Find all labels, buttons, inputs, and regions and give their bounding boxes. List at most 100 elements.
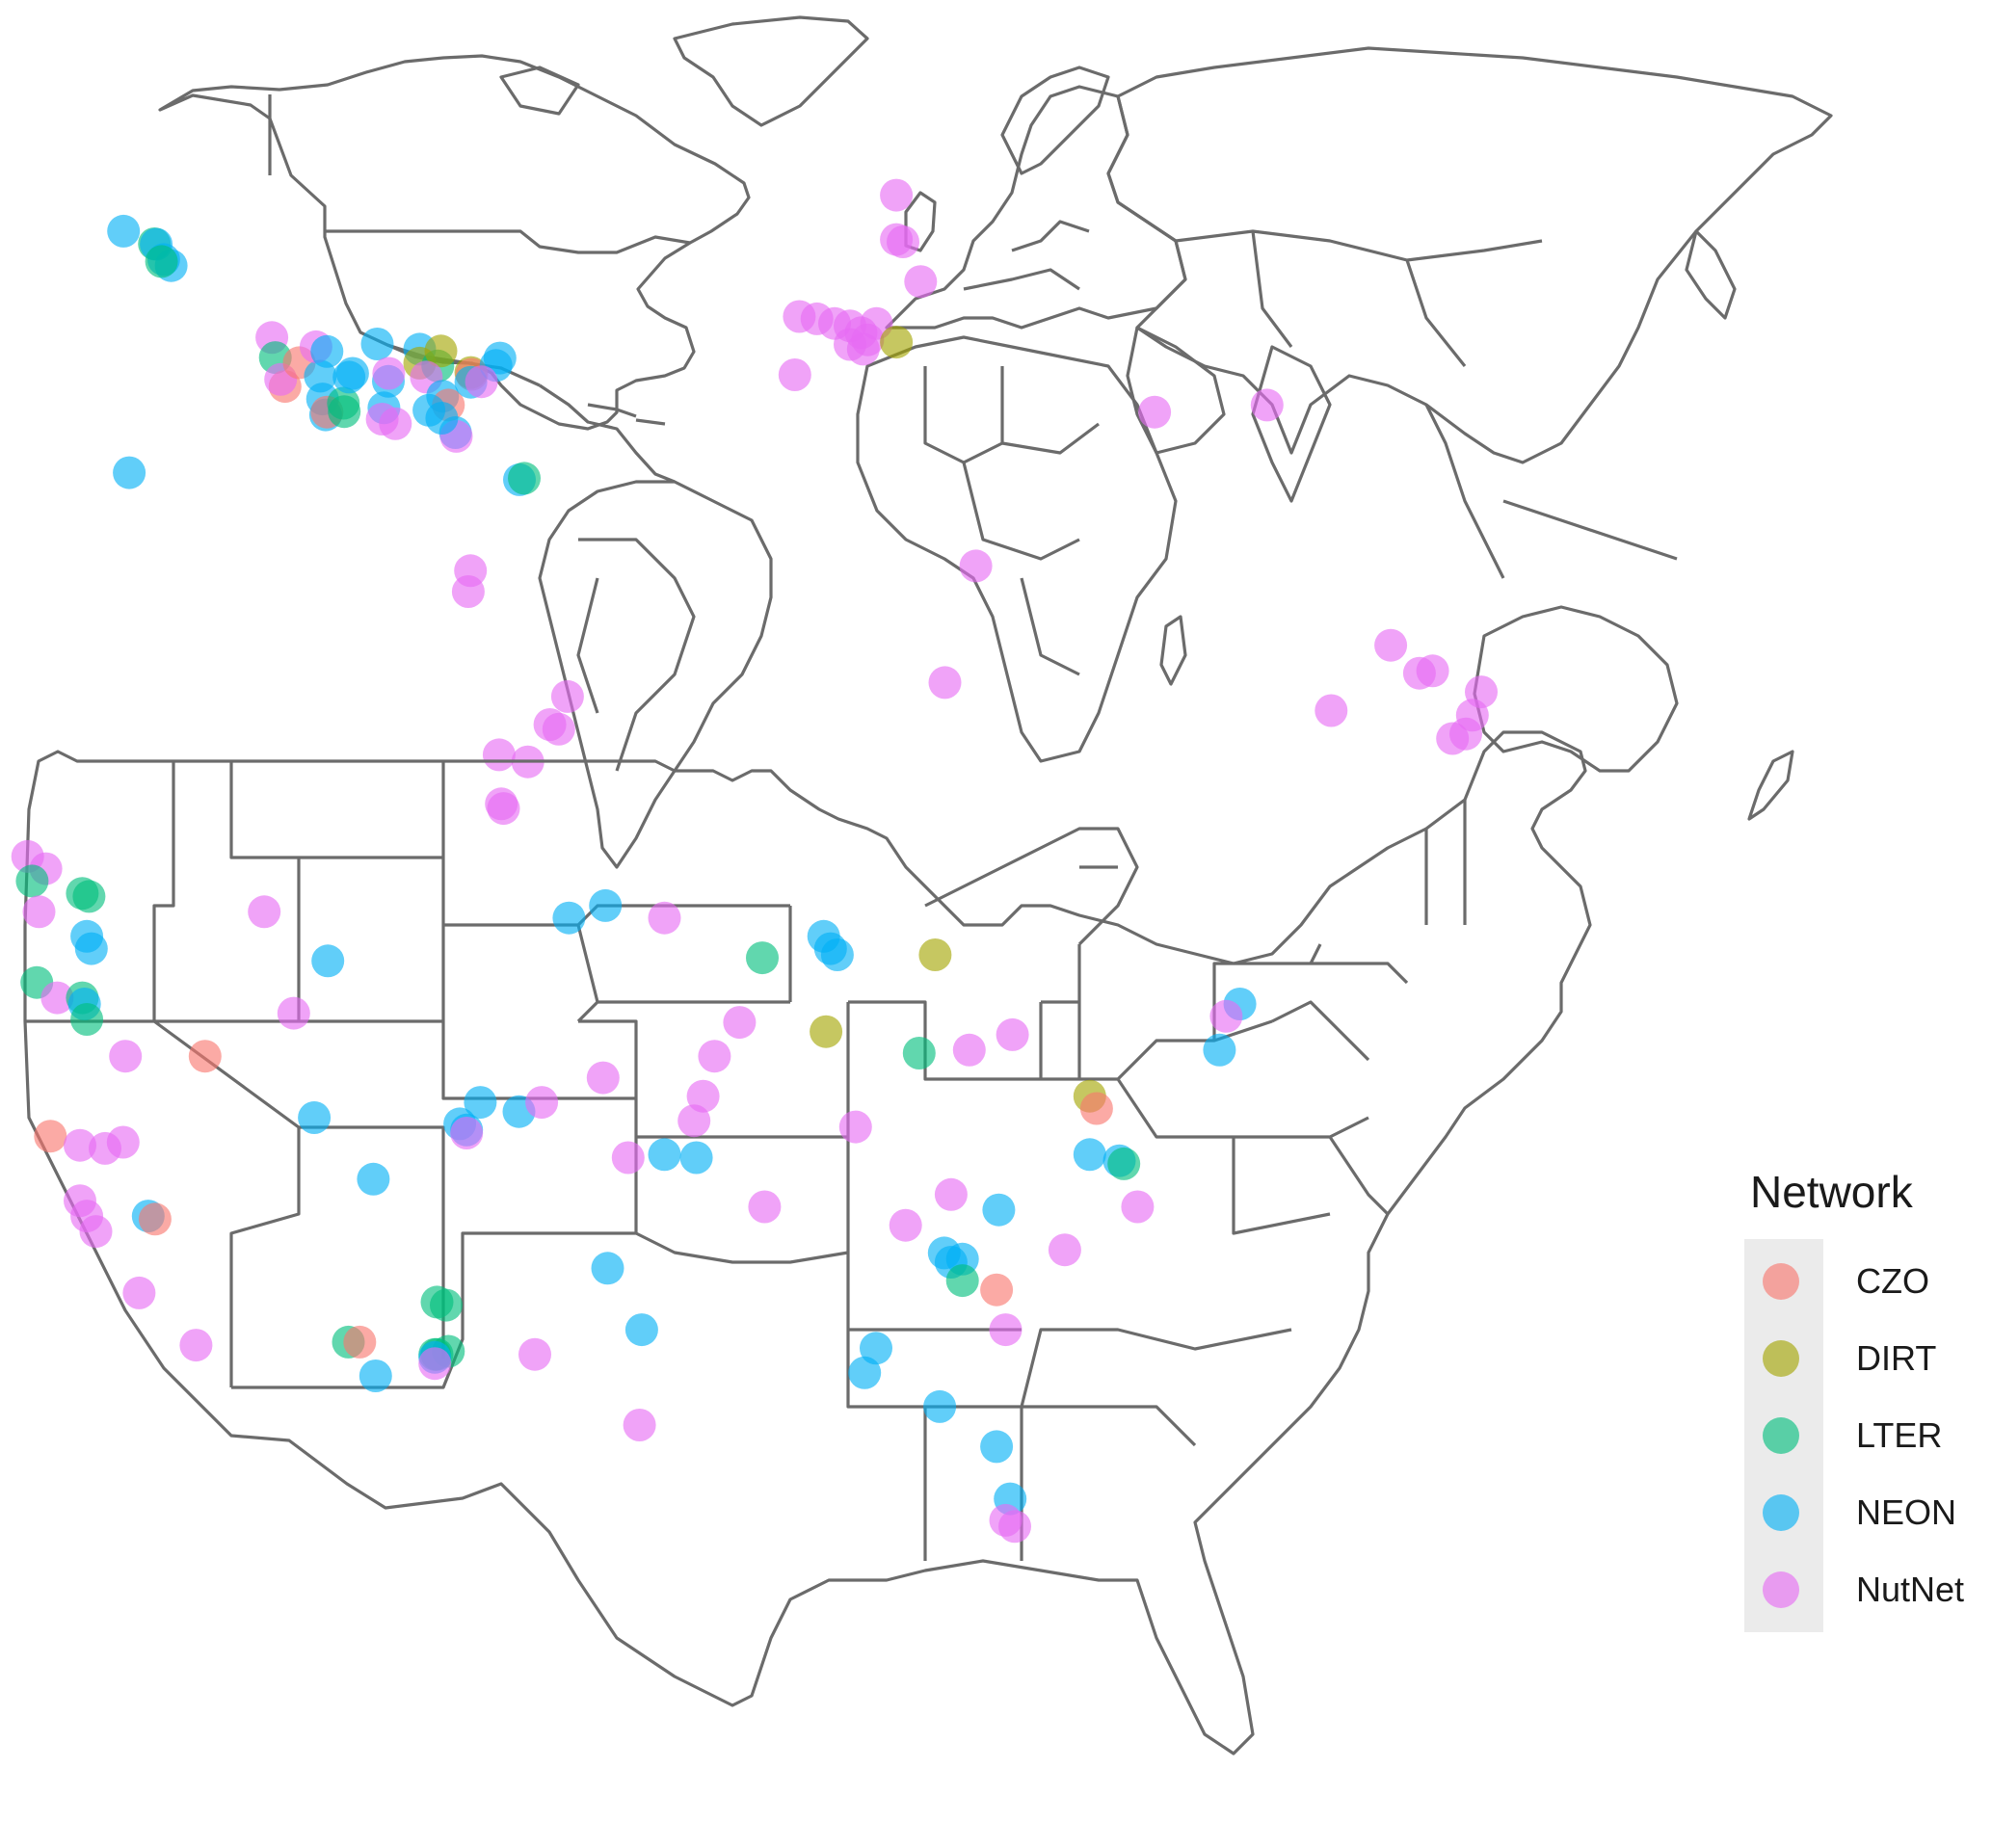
asia-borders [1175, 229, 1543, 367]
us-site-czo [34, 1120, 67, 1153]
legend-item-lter: LTER [1744, 1397, 1942, 1474]
madagascar-outline [1159, 615, 1187, 686]
europe-borders [963, 220, 1090, 291]
us-site-lter [70, 1003, 104, 1036]
nutnet-key [1763, 1571, 1799, 1608]
africa-borders [923, 366, 1100, 676]
us-site-nutnet [686, 1079, 720, 1113]
world-site-nutnet [465, 365, 498, 399]
legend: Network CZO DIRT LTER NEON NutNet [1744, 1166, 1964, 1632]
us-site-nutnet [677, 1104, 711, 1138]
legend-label-nutnet: NutNet [1856, 1570, 1965, 1609]
us-site-nutnet [1048, 1233, 1081, 1267]
us-site-nutnet [248, 895, 281, 929]
us-site-neon [298, 1101, 332, 1134]
us-site-nutnet [648, 901, 681, 935]
world-site-nutnet [482, 738, 516, 772]
world-site-neon [335, 356, 369, 390]
dirt-key [1763, 1340, 1799, 1377]
world-site-neon [113, 456, 146, 489]
us-site-czo [343, 1325, 377, 1359]
us-site-nutnet [109, 1040, 143, 1073]
baffin-outline [499, 66, 580, 116]
us-site-nutnet [989, 1313, 1023, 1347]
india-outline [1251, 345, 1332, 503]
czo-key [1763, 1263, 1799, 1300]
world-site-nutnet [487, 792, 520, 826]
us-site-neon [589, 888, 623, 922]
asia-outline [1106, 46, 1833, 464]
us-site-lter [72, 880, 106, 913]
us-map [11, 730, 1592, 1756]
legend-label-lter: LTER [1856, 1415, 1943, 1455]
us-site-nutnet [277, 996, 310, 1030]
us-site-lter [902, 1037, 936, 1069]
world-site-nutnet [834, 328, 866, 361]
us-site-neon [464, 1086, 497, 1120]
us-site-nutnet [611, 1141, 645, 1175]
japan-outline [1685, 229, 1737, 320]
us-site-nutnet [998, 1510, 1031, 1544]
us-site-neon [848, 1356, 882, 1389]
us-site-neon [74, 932, 108, 965]
us-site-lter [430, 1288, 463, 1322]
world-site-neon [360, 328, 394, 360]
us-site-neon [923, 1389, 957, 1423]
us-site-nutnet [64, 1128, 96, 1162]
us-site-dirt [918, 938, 952, 971]
world-site-nutnet [1374, 628, 1408, 662]
us-site-lter [15, 864, 49, 898]
us-site-nutnet [179, 1329, 213, 1362]
us-site-nutnet [952, 1033, 986, 1067]
us-site-nutnet [698, 1040, 731, 1073]
us-outline [23, 730, 1592, 1756]
us-site-neon [679, 1141, 713, 1175]
us-site-nutnet [418, 1347, 452, 1381]
south-america-borders [576, 538, 696, 772]
us-site-nutnet [40, 981, 74, 1015]
world-site-nutnet [550, 679, 584, 713]
world-site-dirt [880, 326, 914, 359]
legend-label-dirt: DIRT [1856, 1338, 1937, 1378]
us-site-lter [1107, 1147, 1141, 1180]
us-state-outlines [23, 730, 1592, 1756]
us-site-nutnet [450, 1117, 484, 1149]
legend-item-nutnet: NutNet [1744, 1551, 1964, 1628]
new-zealand-outline [1747, 750, 1794, 821]
us-site-nutnet [525, 1086, 559, 1120]
us-site-neon [1203, 1033, 1236, 1067]
legend-label-czo: CZO [1856, 1261, 1929, 1301]
us-site-nutnet [22, 895, 56, 929]
world-site-neon [107, 214, 141, 248]
us-site-dirt [810, 1015, 843, 1048]
us-site-czo [980, 1273, 1014, 1307]
world-site-lter [508, 462, 541, 495]
us-site-neon [311, 944, 345, 978]
legend-keys: CZO DIRT LTER NEON NutNet [1744, 1239, 1964, 1632]
world-site-nutnet [1416, 654, 1449, 688]
us-site-neon [552, 901, 586, 935]
australia-outline [1473, 605, 1679, 773]
world-site-nutnet [928, 666, 962, 700]
us-site-nutnet [748, 1190, 782, 1224]
world-site-nutnet [880, 178, 914, 212]
arabia-outline [1126, 326, 1226, 455]
us-site-nutnet [889, 1208, 922, 1242]
southeast-asia-outline [1424, 404, 1678, 579]
world-site-dirt [424, 334, 458, 368]
us-site-neon [357, 1162, 390, 1196]
us-site-nutnet [518, 1337, 551, 1371]
world-site-nutnet [1449, 717, 1482, 751]
us-site-neon [624, 1313, 658, 1347]
world-site-markers [107, 178, 1498, 826]
us-site-neon [359, 1360, 392, 1392]
us-site-neon [820, 938, 854, 971]
us-site-czo [188, 1040, 222, 1073]
legend-title: Network [1750, 1167, 1913, 1217]
world-site-nutnet [904, 265, 938, 299]
world-site-nutnet [372, 356, 406, 390]
us-site-nutnet [106, 1125, 140, 1159]
us-site-neon [648, 1138, 681, 1172]
us-site-lter [746, 941, 779, 975]
